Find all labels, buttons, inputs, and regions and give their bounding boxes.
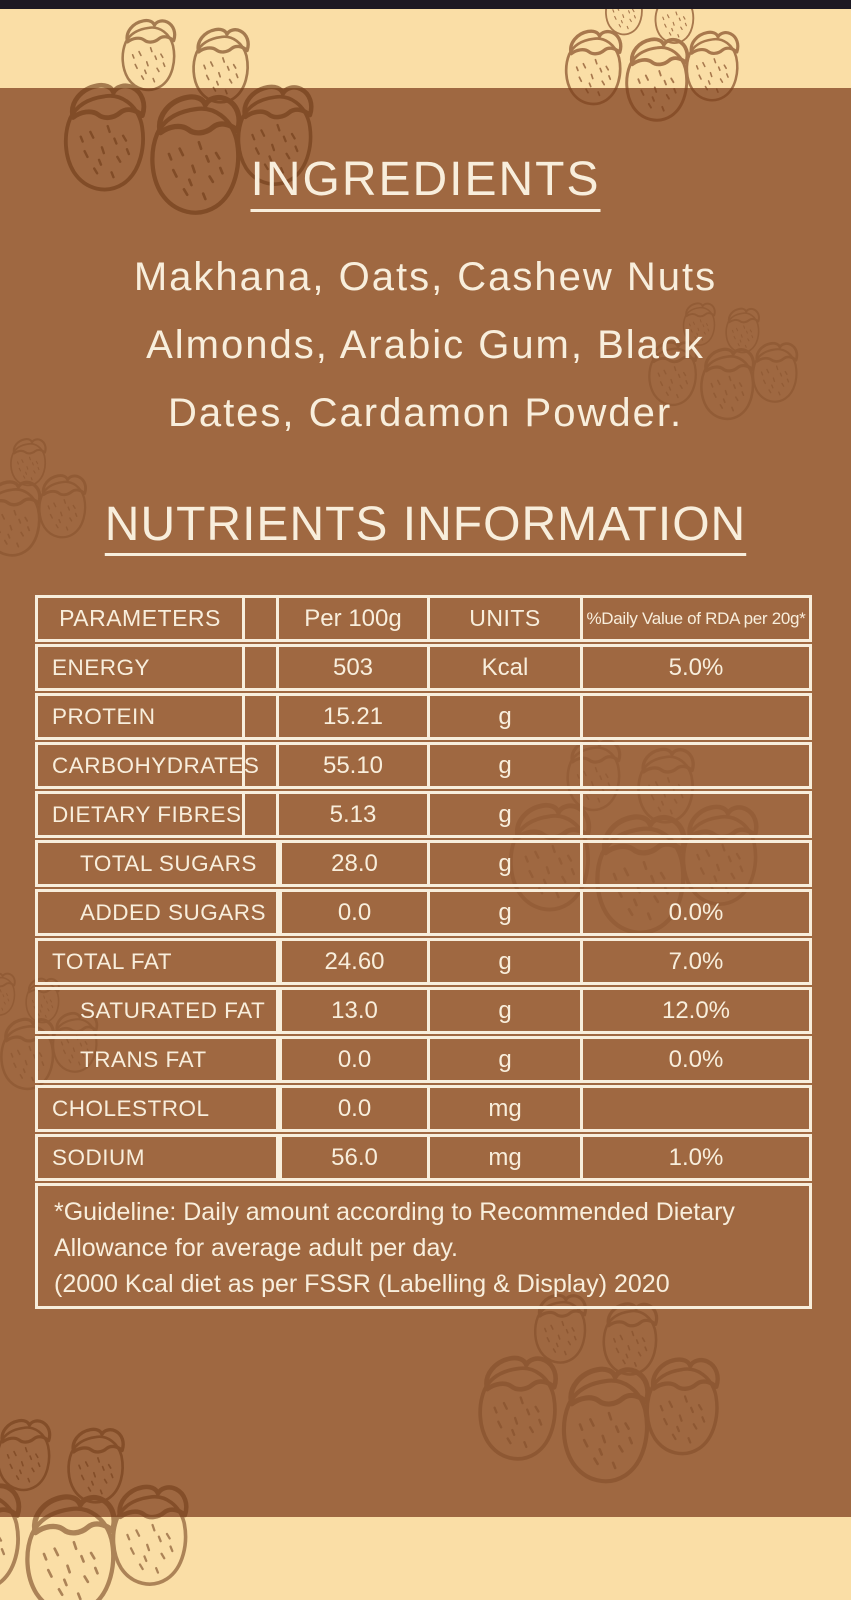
- table-row: TOTAL SUGARS 28.0 g: [35, 840, 812, 887]
- ingredients-line: Dates, Cardamon Powder.: [167, 391, 684, 435]
- units-cell: mg: [430, 1088, 583, 1129]
- units-cell: g: [430, 696, 583, 737]
- table-row: PROTEIN 15.21 g: [35, 693, 812, 740]
- table-row: ENERGY 503 Kcal 5.0%: [35, 644, 812, 691]
- table-row: TRANS FAT 0.0 g 0.0%: [35, 1036, 812, 1083]
- column-gap: [245, 794, 276, 835]
- daily-value-cell: [583, 696, 809, 737]
- units-cell: g: [430, 941, 583, 982]
- column-gap: [245, 696, 276, 737]
- top-dark-bar: [0, 0, 851, 9]
- daily-value-cell: [583, 1088, 809, 1129]
- footnote-line: *Guideline: Daily amount according to Re…: [54, 1198, 735, 1226]
- table-footnote: *Guideline: Daily amount according to Re…: [35, 1183, 812, 1309]
- nutrients-title: NUTRIENTS INFORMATION: [104, 498, 747, 551]
- per100g-cell: 56.0: [279, 1137, 430, 1178]
- col-header-daily-value: %Daily Value of RDA per 20g*: [586, 608, 806, 628]
- table-row: CHOLESTROL 0.0 mg: [35, 1085, 812, 1132]
- ingredients-line: Makhana, Oats, Cashew Nuts: [133, 255, 718, 299]
- table-row: TOTAL FAT 24.60 g 7.0%: [35, 938, 812, 985]
- daily-value-cell: [583, 843, 809, 884]
- column-gap: [245, 745, 276, 786]
- per100g-cell: 0.0: [279, 1088, 430, 1129]
- nutrients-table: PARAMETERS Per 100g UNITS %Daily Value o…: [35, 595, 812, 1309]
- daily-value-cell: [583, 794, 809, 835]
- parameter-cell: ENERGY: [38, 647, 245, 688]
- per100g-cell: 0.0: [279, 892, 430, 933]
- per100g-cell: 5.13: [276, 794, 430, 835]
- units-cell: g: [430, 794, 583, 835]
- per100g-cell: 24.60: [279, 941, 430, 982]
- parameter-cell: TOTAL SUGARS: [38, 843, 279, 884]
- parameter-cell: DIETARY FIBRES: [38, 794, 245, 835]
- footnote-line: (2000 Kcal diet as per FSSR (Labelling &…: [54, 1270, 670, 1298]
- ingredients-line: Almonds, Arabic Gum, Black: [146, 323, 705, 367]
- footnote-line: Allowance for average adult per day.: [54, 1234, 458, 1262]
- parameter-cell: CARBOHYDRATES: [38, 745, 259, 786]
- column-gap: [245, 647, 276, 688]
- units-cell: g: [430, 843, 583, 884]
- table-body: ENERGY 503 Kcal 5.0% PROTEIN 15.21 g: [35, 644, 812, 1181]
- daily-value-cell: 0.0%: [668, 1045, 724, 1073]
- daily-value-cell: 5.0%: [668, 653, 724, 681]
- parameter-cell: CHOLESTROL: [38, 1088, 279, 1129]
- per100g-cell: 15.21: [276, 696, 430, 737]
- per100g-cell: 55.10: [276, 745, 430, 786]
- table-row: CARBOHYDRATES 55.10 g: [35, 742, 812, 789]
- units-cell: g: [430, 1039, 583, 1080]
- column-gap: [245, 598, 276, 639]
- parameter-cell: PROTEIN: [38, 696, 245, 737]
- units-cell: Kcal: [430, 647, 583, 688]
- parameter-cell: SODIUM: [38, 1137, 279, 1178]
- table-row: SODIUM 56.0 mg 1.0%: [35, 1134, 812, 1181]
- parameter-cell: TRANS FAT: [38, 1039, 279, 1080]
- units-cell: g: [430, 990, 583, 1031]
- daily-value-cell: 12.0%: [661, 996, 731, 1024]
- units-cell: g: [430, 892, 583, 933]
- units-cell: g: [430, 745, 583, 786]
- parameter-cell: TOTAL FAT: [38, 941, 279, 982]
- table-row: ADDED SUGARS 0.0 g 0.0%: [35, 889, 812, 936]
- table-row: SATURATED FAT 13.0 g 12.0%: [35, 987, 812, 1034]
- ingredients-title: INGREDIENTS: [250, 153, 601, 206]
- col-header-per100g: Per 100g: [276, 598, 430, 639]
- daily-value-cell: [583, 745, 809, 786]
- per100g-cell: 503: [276, 647, 430, 688]
- col-header-parameters: PARAMETERS: [38, 598, 245, 639]
- per100g-cell: 0.0: [279, 1039, 430, 1080]
- parameter-cell: SATURATED FAT: [38, 990, 279, 1031]
- daily-value-cell: 0.0%: [668, 898, 724, 926]
- daily-value-cell: 1.0%: [668, 1143, 724, 1171]
- table-row: DIETARY FIBRES 5.13 g: [35, 791, 812, 838]
- units-cell: mg: [430, 1137, 583, 1178]
- per100g-cell: 13.0: [279, 990, 430, 1031]
- per100g-cell: 28.0: [279, 843, 430, 884]
- ingredients-text: Makhana, Oats, Cashew Nuts Almonds, Arab…: [0, 243, 851, 447]
- col-header-units: UNITS: [430, 598, 583, 639]
- daily-value-cell: 7.0%: [668, 947, 724, 975]
- parameter-cell: ADDED SUGARS: [38, 892, 279, 933]
- table-header-row: PARAMETERS Per 100g UNITS %Daily Value o…: [35, 595, 812, 642]
